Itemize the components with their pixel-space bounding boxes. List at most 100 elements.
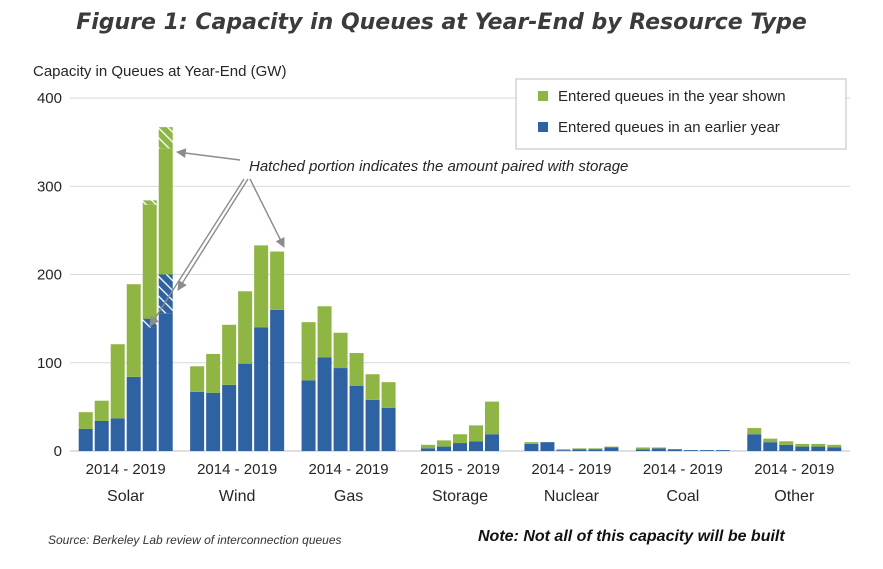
bar-earlier-other-2017 xyxy=(795,446,810,451)
bar-shown-storage-solar-2018 xyxy=(142,200,157,205)
bar-earlier-solar-2015 xyxy=(94,420,109,451)
bar-earlier-nuclear-2018 xyxy=(588,449,603,451)
x-label-storage: Storage xyxy=(432,488,488,505)
bar-earlier-wind-2014 xyxy=(190,391,205,451)
bar-earlier-solar-2018 xyxy=(142,327,157,451)
bar-earlier-storage-2019 xyxy=(485,434,499,451)
bar-shown-nuclear-2019 xyxy=(604,446,619,448)
bar-earlier-solar-2019 xyxy=(158,313,173,451)
arrow-wind-2019 xyxy=(249,178,285,248)
bar-earlier-gas-2014 xyxy=(301,380,316,451)
bar-earlier-storage-solar-2019 xyxy=(158,274,173,314)
bar-shown-storage-2015 xyxy=(421,444,435,449)
bar-earlier-gas-2019 xyxy=(381,407,396,451)
bar-earlier-gas-2015 xyxy=(317,357,332,451)
bar-earlier-nuclear-2017 xyxy=(572,449,587,451)
bar-shown-storage-2019 xyxy=(485,401,499,435)
legend: Entered queues in the year shown Entered… xyxy=(515,78,847,150)
bar-earlier-wind-2017 xyxy=(238,363,253,451)
x-axis-labels: 2014 - 2019 Solar 2014 - 2019 Wind 2014 - 20… xyxy=(86,461,835,505)
bar-shown-solar-2014 xyxy=(78,412,93,429)
x-label-nuclear: Nuclear xyxy=(544,488,600,505)
bar-shown-nuclear-2014 xyxy=(524,442,539,444)
bar-shown-other-2014 xyxy=(747,428,762,435)
y-tick-label: 400 xyxy=(37,90,62,107)
bar-earlier-storage-2017 xyxy=(453,443,467,451)
bar-shown-nuclear-2017 xyxy=(572,448,587,450)
bar-earlier-solar-2014 xyxy=(78,428,93,451)
x-label-years-wind: 2014 - 2019 xyxy=(197,461,277,478)
legend-box xyxy=(515,78,847,150)
bar-earlier-other-2015 xyxy=(763,442,778,451)
x-label-wind: Wind xyxy=(219,488,255,505)
x-label-years-nuclear: 2014 - 2019 xyxy=(531,461,611,478)
bar-earlier-storage-2018 xyxy=(469,441,483,451)
bar-earlier-coal-2019 xyxy=(715,450,730,451)
arrow-solar-2018 xyxy=(149,178,245,327)
bar-earlier-coal-2017 xyxy=(683,450,698,451)
bar-shown-storage-2018 xyxy=(469,425,483,442)
y-tick-label: 300 xyxy=(37,178,62,195)
bar-shown-gas-2018 xyxy=(365,374,380,400)
x-label-coal: Coal xyxy=(666,488,699,505)
figure-title: Figure 1: Capacity in Queues at Year-End… xyxy=(76,10,807,35)
x-label-years-gas: 2014 - 2019 xyxy=(309,461,389,478)
bar-shown-other-2015 xyxy=(763,438,778,443)
bar-shown-coal-2014 xyxy=(635,447,650,450)
bar-earlier-gas-2017 xyxy=(349,385,364,451)
x-label-other: Other xyxy=(774,488,815,505)
bar-earlier-other-2018 xyxy=(811,446,826,451)
bar-earlier-gas-2018 xyxy=(365,399,380,451)
bar-earlier-gas-2016 xyxy=(333,368,348,451)
bar-shown-solar-2015 xyxy=(94,400,109,421)
bar-shown-other-2017 xyxy=(795,443,810,447)
bar-shown-nuclear-2016 xyxy=(556,449,571,451)
source-note: Source: Berkeley Lab review of interconn… xyxy=(48,533,342,547)
bar-earlier-coal-2015 xyxy=(651,448,666,451)
bar-shown-wind-2019 xyxy=(270,251,285,310)
bar-shown-other-2018 xyxy=(811,443,826,447)
bar-earlier-solar-2016 xyxy=(110,418,125,451)
bar-shown-nuclear-2018 xyxy=(588,448,603,450)
bar-shown-storage-2016 xyxy=(437,440,451,447)
bar-earlier-solar-2017 xyxy=(126,376,141,451)
bar-shown-wind-2014 xyxy=(190,366,205,392)
bar-shown-coal-2015 xyxy=(651,447,666,449)
bar-earlier-coal-2014 xyxy=(635,449,650,451)
bar-earlier-storage-2015 xyxy=(421,448,435,451)
annotation: Hatched portion indicates the amount pai… xyxy=(249,158,628,175)
bar-earlier-nuclear-2014 xyxy=(524,443,539,451)
x-label-years-solar: 2014 - 2019 xyxy=(86,461,166,478)
bar-earlier-storage-2016 xyxy=(437,446,451,451)
bar-earlier-wind-2019 xyxy=(270,309,285,451)
bar-earlier-nuclear-2015 xyxy=(540,442,555,451)
y-axis-ticks: 0 100 200 300 400 xyxy=(37,90,62,460)
bar-earlier-other-2016 xyxy=(779,444,794,451)
gridlines xyxy=(70,97,850,452)
bar-earlier-other-2019 xyxy=(827,447,842,451)
y-tick-label: 0 xyxy=(54,443,62,460)
bar-shown-storage-solar-2019 xyxy=(158,127,173,149)
bar-shown-gas-2019 xyxy=(381,382,396,408)
bar-shown-wind-2018 xyxy=(254,245,269,328)
bar-shown-storage-2017 xyxy=(453,434,467,444)
bar-earlier-nuclear-2019 xyxy=(604,447,619,451)
arrow-solar-2019 xyxy=(176,148,241,161)
x-label-gas: Gas xyxy=(334,488,363,505)
legend-swatch-shown xyxy=(538,91,548,101)
bar-shown-wind-2015 xyxy=(206,353,221,393)
bar-shown-gas-2014 xyxy=(301,322,316,381)
y-axis-title: Capacity in Queues at Year-End (GW) xyxy=(33,63,286,80)
bar-earlier-wind-2015 xyxy=(206,392,221,451)
bar-shown-gas-2015 xyxy=(317,306,332,358)
bar-shown-solar-2016 xyxy=(110,344,125,419)
bar-shown-gas-2016 xyxy=(333,332,348,369)
capacity-note: Note: Not all of this capacity will be b… xyxy=(478,528,785,545)
bar-shown-other-2016 xyxy=(779,441,794,445)
y-tick-label: 200 xyxy=(37,267,62,284)
bar-earlier-wind-2016 xyxy=(222,384,237,451)
x-label-years-other: 2014 - 2019 xyxy=(754,461,834,478)
arrow-solar-2019-lower xyxy=(177,178,249,291)
bar-earlier-coal-2016 xyxy=(667,449,682,451)
